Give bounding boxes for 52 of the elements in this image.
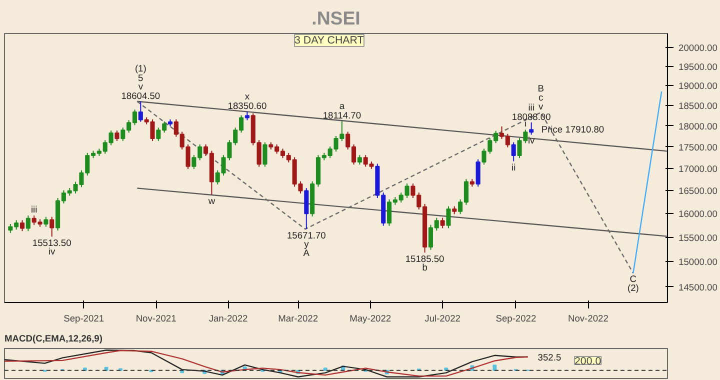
annotation: b [422,262,428,273]
annotation: 200.0 [574,356,602,368]
annotation: C [630,274,637,284]
x-tick-label: Mar-2022 [278,314,318,324]
annotation: B [538,83,544,94]
annotation: iii [528,102,534,112]
y-tick-label: 15500.00 [678,232,718,243]
x-tick-label: Nov-2021 [136,314,176,324]
x-tick-label: Jan-2022 [208,314,248,324]
y-tick-label: 18500.00 [678,101,718,112]
annotation: i [524,118,526,129]
x-tick-label: Sep-2022 [496,314,536,324]
x-tick-label: May-2022 [350,314,392,324]
x-tick-label: Jul-2022 [424,314,460,324]
y-tick-label: 16500.00 [678,186,718,196]
annotation: 18604.50 [121,90,160,101]
annotation: ii [512,162,516,172]
y-tick-label: 16000.00 [678,209,718,220]
y-tick-label: 18000.00 [678,121,718,132]
x-tick-label: Nov-2022 [568,314,608,324]
annotation: 18088.00 [512,112,551,122]
y-tick-label: 19000.00 [678,81,718,92]
chart-title: MACD(C,EMA,12,26,9) [4,334,102,344]
annotation: 5 [138,72,144,83]
annotation: Price 17910.80 [541,124,604,135]
y-tick-label: 17000.00 [678,164,718,174]
annotation: (2) [627,283,639,294]
annotation: v [538,101,544,112]
annotation: iv [48,246,56,257]
x-tick-label: Sep-2021 [64,314,104,324]
annotation: 15671.70 [286,230,326,241]
chart-title: .NSEI [312,8,360,28]
annotation: v [138,81,144,92]
annotation: 18114.70 [322,110,362,121]
y-tick-label: 17500.00 [678,142,718,152]
y-tick-label: 19500.00 [678,62,718,72]
annotation: A [303,248,310,258]
y-tick-label: 15000.00 [678,257,718,268]
annotation: iii [30,204,38,215]
annotation: c [538,92,544,102]
annotation: y [304,239,310,250]
annotation: (1) [134,63,146,74]
y-tick-label: 20000.00 [678,43,718,54]
y-tick-label: 14500.00 [678,282,718,292]
annotation: w [207,196,216,206]
annotation: 18350.60 [228,101,267,112]
annotation: a [339,101,346,112]
annotation: 3 DAY CHART [294,34,364,46]
annotation: x [244,92,250,102]
annotation: 15513.50 [32,238,72,248]
annotation: 352.5 [538,352,562,362]
annotation: 15185.50 [405,254,444,264]
